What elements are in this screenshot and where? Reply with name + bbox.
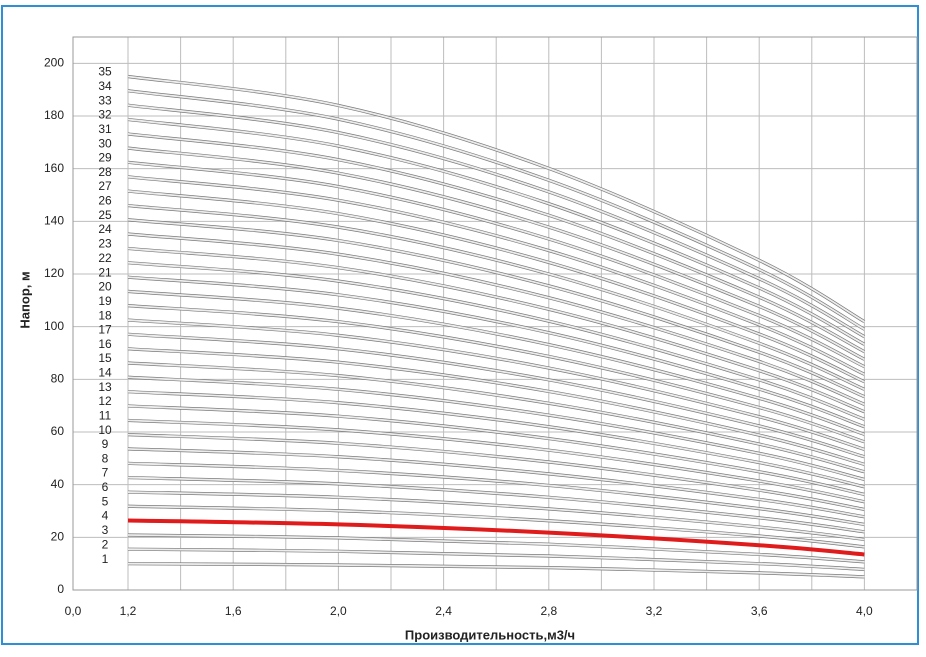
x-tick-label: 0,0 (65, 604, 82, 618)
curve (127, 376, 865, 481)
stage-label: 6 (102, 480, 109, 494)
stage-label: 25 (98, 208, 112, 222)
stage-label: 22 (98, 251, 112, 265)
curve (127, 347, 865, 466)
stage-label: 24 (98, 222, 112, 236)
y-tick-label: 120 (44, 266, 64, 280)
curve (127, 518, 865, 557)
x-tick-label: 2,4 (435, 604, 452, 618)
y-tick-label: 140 (44, 214, 64, 228)
stage-label: 20 (98, 280, 112, 294)
curve (127, 190, 865, 383)
stage-label: 26 (98, 194, 112, 208)
curve (127, 204, 865, 391)
stage-label: 16 (98, 337, 112, 351)
stage-label: 34 (98, 79, 112, 93)
stage-label: 7 (102, 466, 109, 480)
stage-label: 21 (98, 265, 112, 279)
stage-label: 12 (98, 394, 112, 408)
curve (127, 147, 865, 361)
curve (127, 362, 865, 473)
curve (127, 247, 865, 413)
stage-label: 18 (98, 308, 112, 322)
curve (127, 476, 865, 533)
curve (127, 447, 865, 518)
stage-label: 31 (98, 122, 112, 136)
curve (127, 133, 865, 353)
curve (127, 290, 865, 436)
curve (127, 319, 865, 451)
stage-label: 17 (98, 322, 112, 336)
stage-label: 8 (102, 452, 109, 466)
curve (127, 118, 865, 346)
curve (127, 75, 865, 323)
curve (127, 89, 865, 331)
stage-label: 14 (98, 365, 112, 379)
y-tick-label: 160 (44, 161, 64, 175)
curve (127, 261, 865, 421)
curve (127, 505, 865, 548)
curve (127, 562, 865, 578)
curve (127, 534, 865, 563)
y-tick-label: 80 (51, 372, 65, 386)
stage-label: 32 (98, 108, 112, 122)
curve (127, 304, 865, 443)
y-tick-label: 200 (44, 56, 64, 70)
stage-label: 15 (98, 351, 112, 365)
stage-label: 28 (98, 165, 112, 179)
curve (127, 175, 865, 376)
curve (127, 104, 865, 338)
stage-label: 3 (102, 523, 109, 537)
stage-label: 13 (98, 380, 112, 394)
curve (127, 218, 865, 398)
curve (127, 462, 865, 526)
stage-label: 10 (98, 423, 112, 437)
curve (127, 548, 865, 571)
x-tick-label: 2,0 (330, 604, 347, 618)
y-tick-label: 180 (44, 108, 64, 122)
stage-label: 30 (98, 136, 112, 150)
stage-label: 2 (102, 537, 109, 551)
x-tick-label: 4,0 (856, 604, 873, 618)
plot-area (72, 36, 918, 591)
x-tick-label: 3,6 (751, 604, 768, 618)
stage-label: 27 (98, 179, 112, 193)
stage-label: 9 (102, 437, 109, 451)
stage-label: 33 (98, 93, 112, 107)
y-tick-label: 100 (44, 319, 64, 333)
x-tick-label: 1,2 (120, 604, 137, 618)
y-axis-title: Напор, м (17, 271, 32, 328)
x-tick-label: 2,8 (540, 604, 557, 618)
x-tick-label: 3,2 (646, 604, 663, 618)
stage-label: 19 (98, 294, 112, 308)
curve (127, 333, 865, 458)
x-tick-label: 1,6 (225, 604, 242, 618)
stage-label: 11 (99, 409, 112, 423)
curve (127, 161, 865, 368)
y-tick-label: 60 (51, 424, 65, 438)
stage-label: 5 (102, 494, 109, 508)
curve (127, 405, 865, 496)
curve (127, 233, 865, 406)
stage-label: 35 (98, 65, 112, 79)
y-tick-label: 0 (57, 582, 64, 596)
curve (127, 433, 865, 511)
stage-label: 1 (102, 552, 109, 566)
curve (127, 276, 865, 428)
stage-label: 4 (102, 509, 109, 523)
x-axis-title: Производительность,м3/ч (405, 627, 575, 642)
curve (127, 390, 865, 488)
curve (127, 491, 865, 541)
stage-label: 23 (98, 237, 112, 251)
y-tick-label: 20 (51, 530, 65, 544)
stage-label: 29 (98, 151, 112, 165)
y-tick-label: 40 (51, 477, 65, 491)
curve (127, 419, 865, 503)
